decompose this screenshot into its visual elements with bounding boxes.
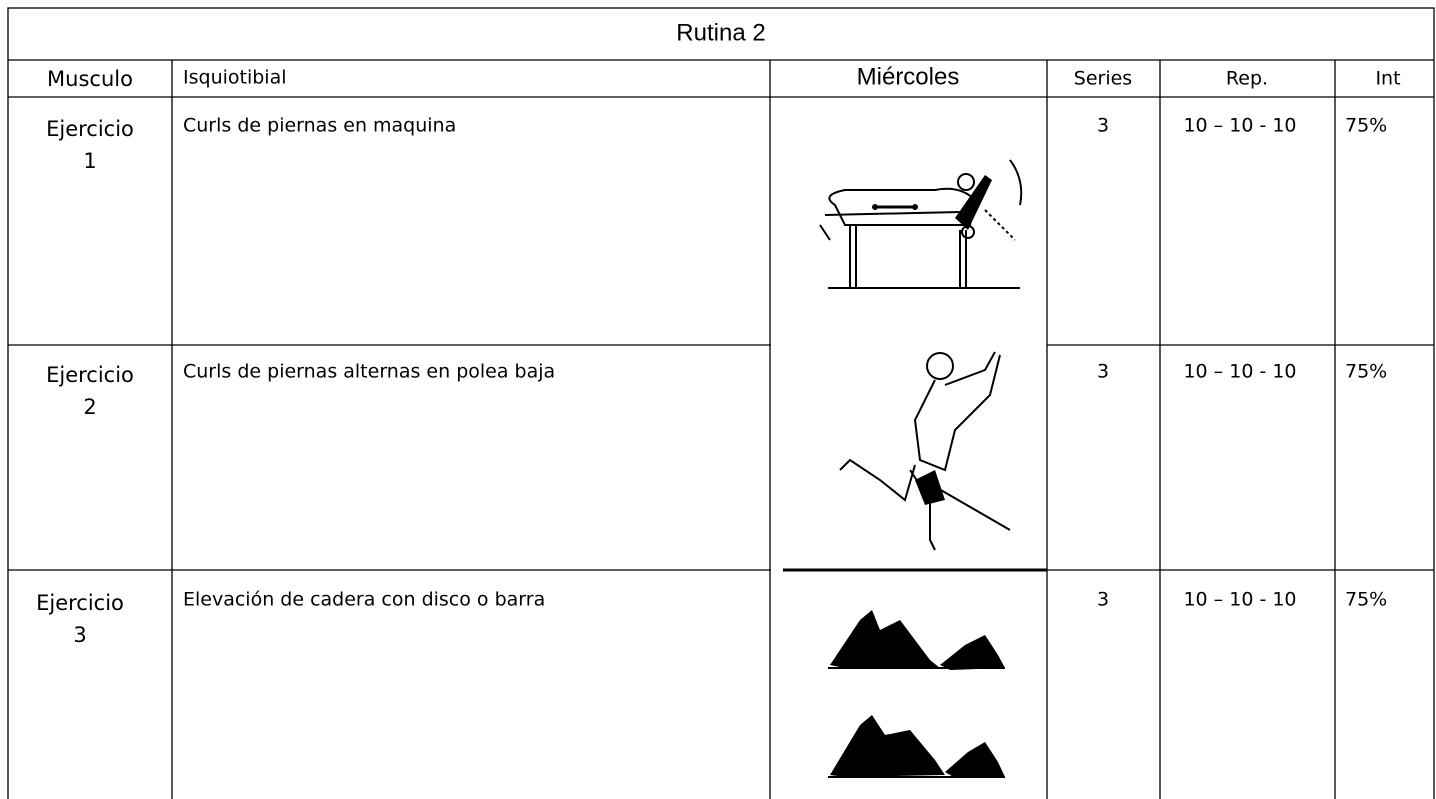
series-cell: 3 — [1097, 589, 1109, 611]
exercise-name: Curls de piernas en maquina — [183, 115, 456, 137]
cable-leg-curl-illustration — [839, 351, 1011, 551]
table-body: Ejercicio 1 Curls de piernas en maquina 3 10… — [36, 115, 1387, 648]
intensity-cell: 75% — [1345, 361, 1387, 383]
hip-raise-illustration — [828, 610, 1005, 778]
header-cell: Miércoles — [857, 63, 960, 90]
table-title: Rutina 2 — [676, 19, 765, 46]
exercise-number: 1 — [83, 149, 96, 173]
exercise-label: Ejercicio — [46, 117, 134, 141]
header-cell: Isquiotibial — [183, 67, 287, 89]
header-cell: Int — [1375, 68, 1400, 90]
exercise-number: 3 — [73, 623, 86, 647]
table-border — [7, 7, 1435, 799]
image-area — [771, 98, 1046, 798]
exercise-name: Elevación de cadera con disco o barra — [183, 589, 545, 611]
reps-cell: 10 – 10 - 10 — [1183, 361, 1296, 383]
intensity-cell: 75% — [1345, 589, 1387, 611]
leg-curl-machine-illustration — [819, 159, 1023, 289]
intensity-cell: 75% — [1345, 115, 1387, 137]
header-cell: Series — [1074, 68, 1132, 90]
exercise-name: Curls de piernas alternas en polea baja — [183, 361, 555, 383]
reps-cell: 10 – 10 - 10 — [1183, 115, 1296, 137]
series-cell: 3 — [1097, 361, 1109, 383]
exercise-label: Ejercicio — [36, 591, 124, 615]
table-grid — [7, 7, 1435, 799]
header-cell: Rep. — [1226, 68, 1268, 90]
exercise-label: Ejercicio — [46, 363, 134, 387]
header-cell: Musculo — [47, 67, 133, 91]
reps-cell: 10 – 10 - 10 — [1183, 589, 1296, 611]
series-cell: 3 — [1097, 115, 1109, 137]
exercise-number: 2 — [83, 395, 96, 419]
